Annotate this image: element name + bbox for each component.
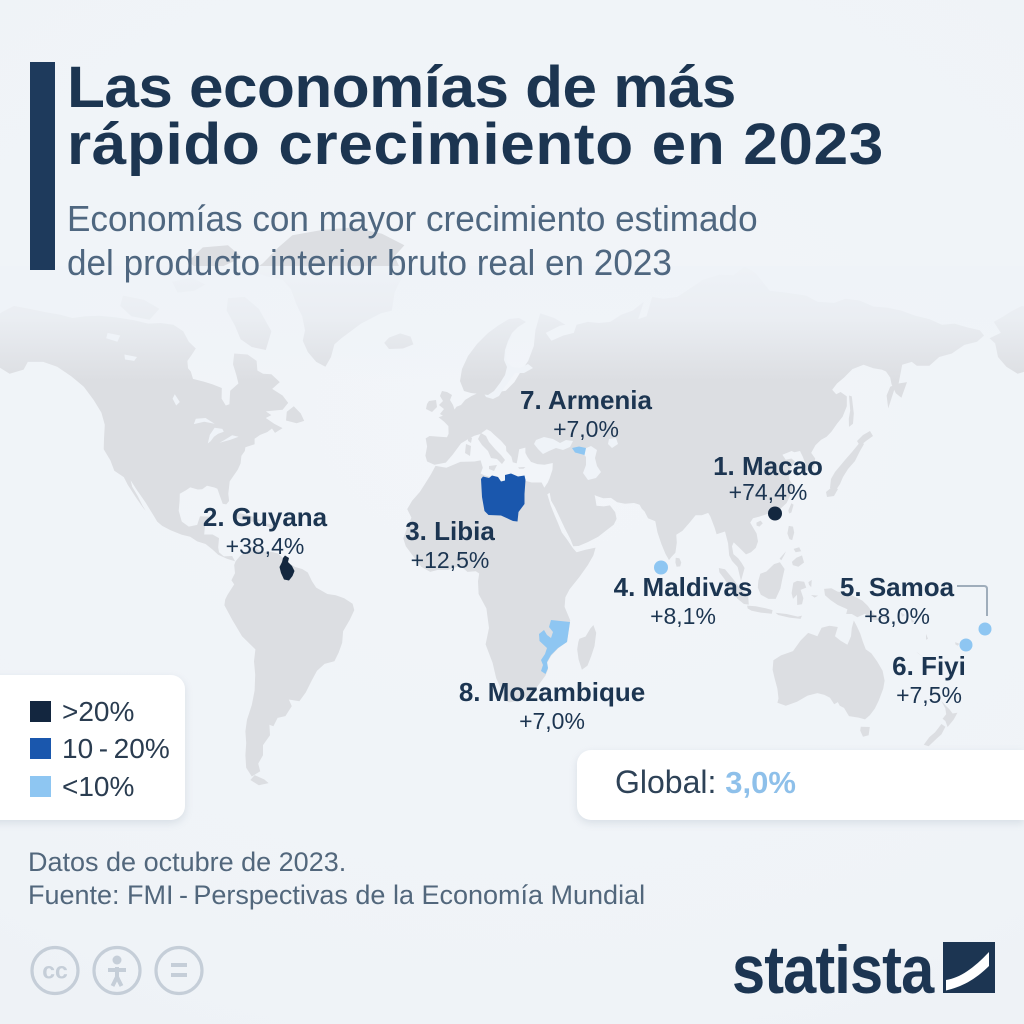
svg-text:cc: cc <box>42 958 68 984</box>
